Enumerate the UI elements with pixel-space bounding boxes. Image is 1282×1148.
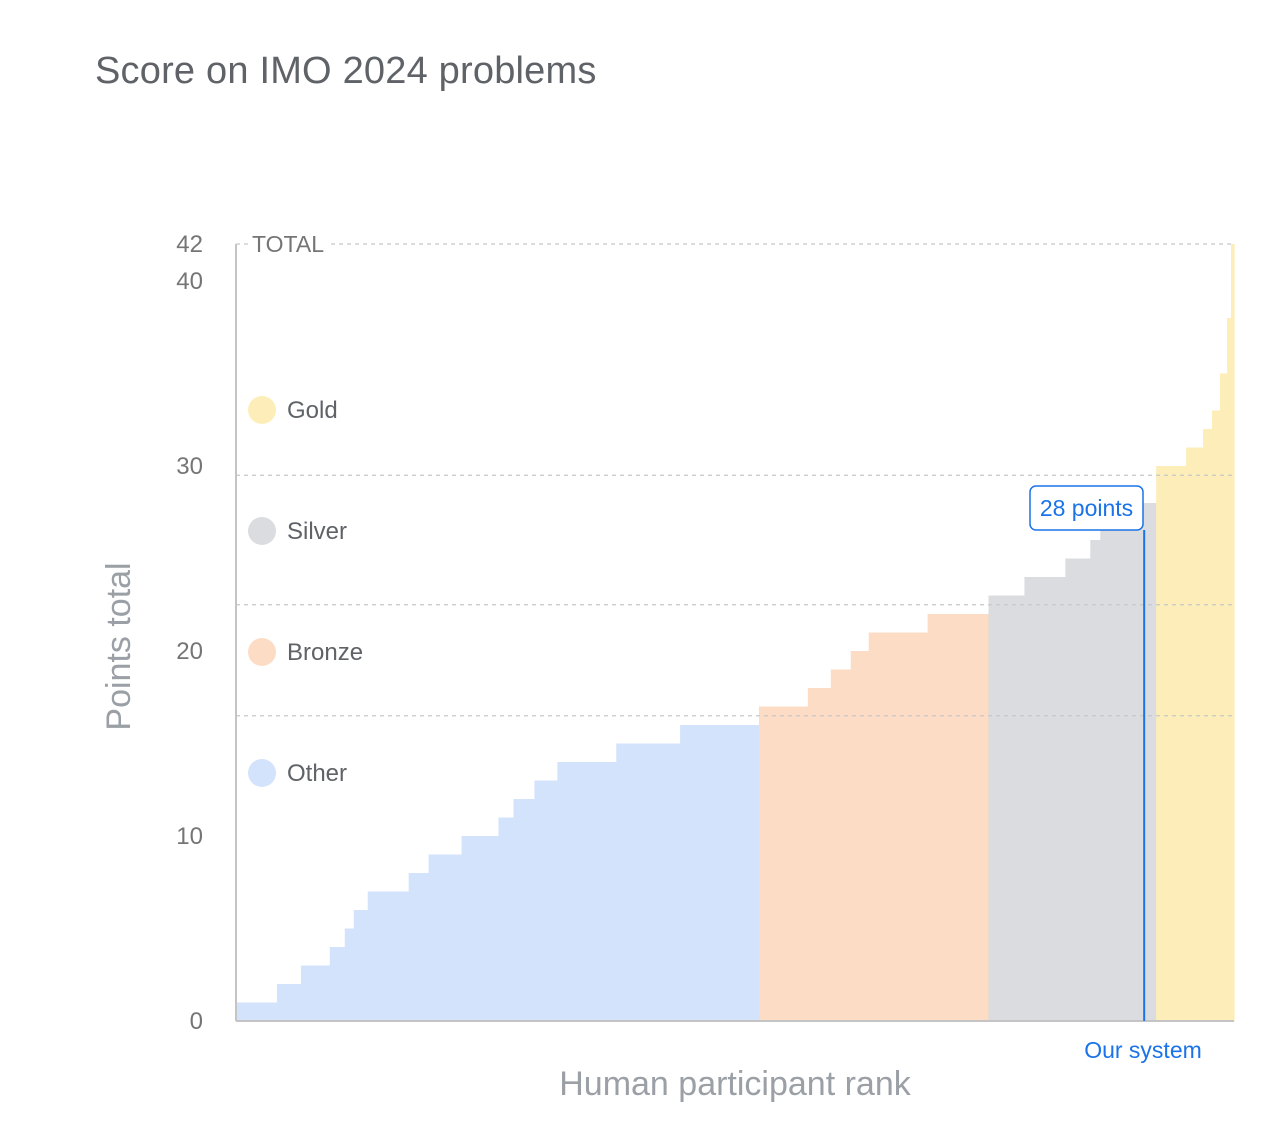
score-step-other (534, 780, 558, 1021)
y-tick-label: 0 (190, 1008, 203, 1035)
legend-swatch-gold (248, 396, 276, 424)
legend-label-other: Other (287, 760, 347, 787)
x-axis-title: Human participant rank (559, 1065, 912, 1103)
chart-title: Score on IMO 2024 problems (95, 50, 597, 92)
score-step-silver (1100, 521, 1119, 1021)
score-step-other (616, 743, 681, 1021)
total-label: TOTAL (252, 231, 324, 257)
score-step-other (300, 965, 331, 1021)
score-step-bronze (830, 669, 852, 1021)
score-step-silver (1090, 540, 1101, 1021)
y-tick-label: 10 (176, 823, 203, 850)
score-step-silver (1118, 503, 1157, 1021)
score-step-gold (1186, 447, 1204, 1021)
marker-callout-box (1029, 485, 1144, 531)
score-step-other (557, 762, 617, 1021)
score-step-silver (988, 595, 1026, 1021)
score-step-other (329, 947, 346, 1021)
score-step-other (353, 910, 369, 1021)
score-step-bronze (868, 632, 929, 1021)
score-step-other (276, 984, 302, 1021)
legend-swatch-other (248, 759, 276, 787)
y-axis-title: Points total (100, 562, 138, 730)
our-system-label: Our system (1084, 1037, 1202, 1063)
score-step-bronze (927, 614, 990, 1021)
score-step-other (680, 725, 760, 1021)
score-step-gold (1231, 244, 1235, 1021)
score-step-other (498, 817, 515, 1021)
legend-label-bronze: Bronze (287, 639, 363, 666)
score-step-bronze (807, 688, 832, 1021)
score-step-other (344, 928, 355, 1021)
score-step-other (513, 799, 536, 1021)
legend-label-gold: Gold (287, 397, 338, 424)
legend-swatch-bronze (248, 638, 276, 666)
score-step-silver (1024, 577, 1066, 1021)
score-step-gold (1220, 373, 1228, 1021)
score-step-other (367, 891, 410, 1021)
y-tick-label: 40 (176, 268, 203, 295)
score-step-gold (1212, 410, 1221, 1021)
score-step-gold (1203, 429, 1213, 1021)
score-step-bronze (850, 651, 870, 1021)
y-tick-label: 42 (176, 231, 203, 258)
y-tick-label: 30 (176, 453, 203, 480)
score-step-silver (1065, 558, 1091, 1021)
score-step-bronze (758, 706, 809, 1021)
score-step-other (408, 873, 430, 1021)
legend-label-silver: Silver (287, 518, 347, 545)
legend-swatch-silver (248, 517, 276, 545)
score-step-gold (1156, 466, 1187, 1021)
score-step-other (236, 1002, 278, 1021)
marker-callout-label: 28 points (1040, 495, 1133, 521)
score-step-gold (1227, 318, 1232, 1021)
score-step-other (428, 854, 463, 1021)
y-tick-label: 20 (176, 638, 203, 665)
score-step-other (461, 836, 500, 1021)
